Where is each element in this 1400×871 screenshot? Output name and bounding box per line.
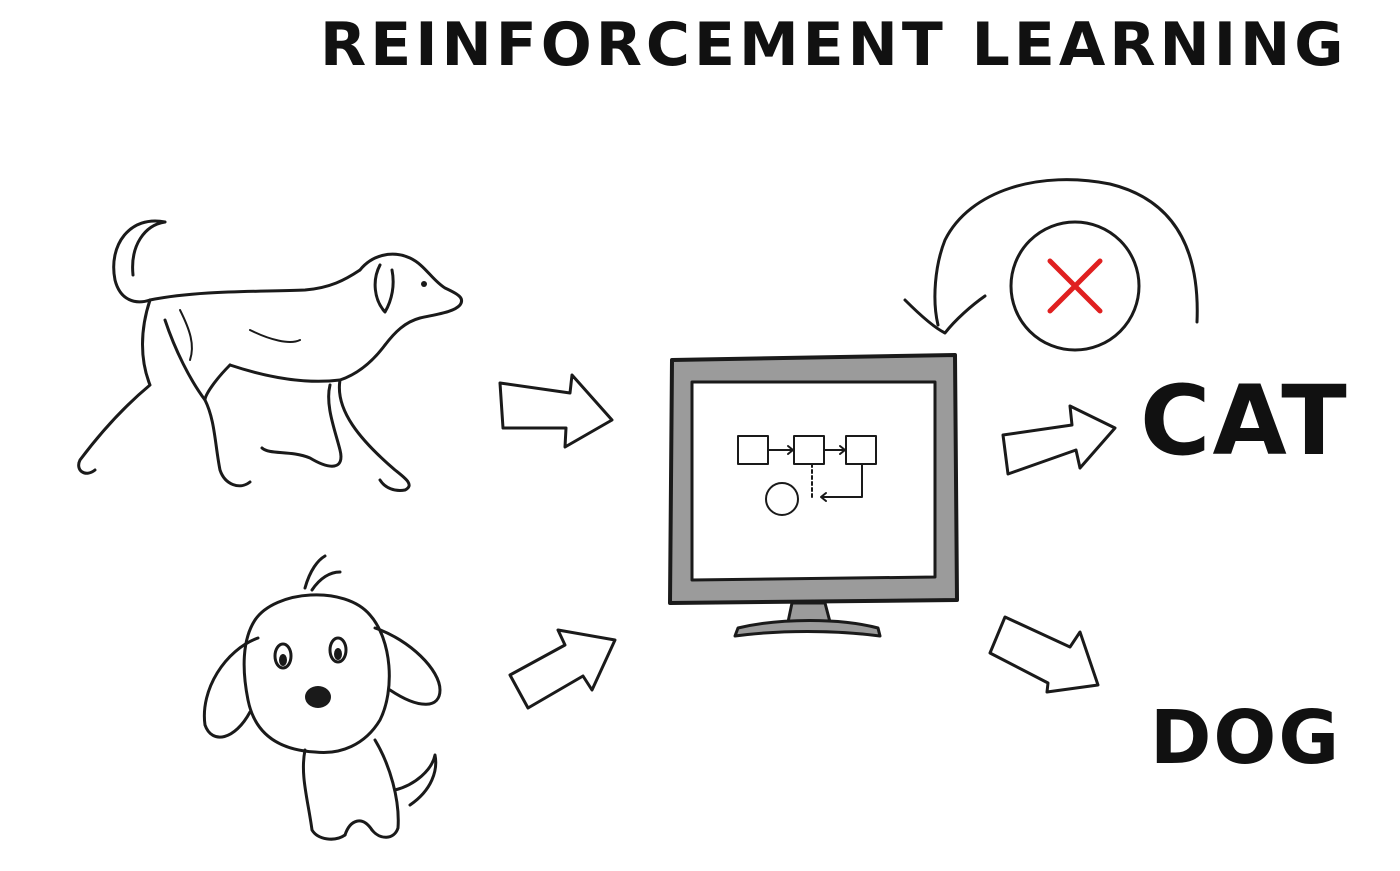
puppy-left-eye (273, 642, 293, 670)
screen-flow-diagram (737, 435, 877, 516)
cat-label: CAT (1140, 365, 1349, 477)
computer-monitor (668, 353, 959, 638)
monitor-base (733, 619, 882, 638)
output-arrow-to-cat (1001, 404, 1117, 476)
cartoon-puppy-drawing (202, 554, 442, 841)
dog-label: DOG (1150, 695, 1342, 781)
input-arrow-top (498, 373, 614, 449)
diagram-title: REINFORCEMENT LEARNING (320, 10, 1348, 80)
output-arrow-to-dog (988, 615, 1100, 694)
puppy-nose (305, 686, 331, 708)
realistic-dog-drawing (77, 219, 464, 492)
input-arrow-bottom (508, 628, 617, 710)
curved-feedback-arrow (903, 178, 1199, 335)
red-x-icon (1009, 220, 1141, 352)
dog-eye (421, 281, 427, 287)
monitor-screen (690, 380, 937, 582)
puppy-right-eye (328, 636, 348, 664)
